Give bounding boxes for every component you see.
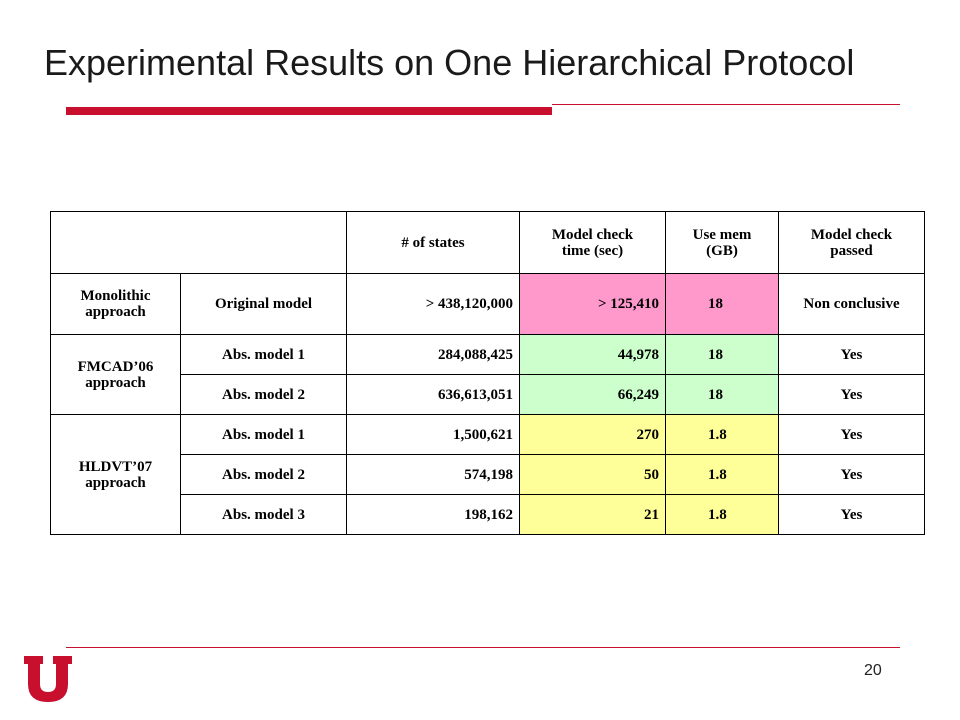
university-u-logo-icon	[24, 656, 72, 702]
header-row: # of states Model check time (sec) Use me…	[50, 211, 925, 274]
states-cell: 1,500,621	[346, 414, 520, 455]
time-cell: 270	[519, 414, 666, 455]
table-row: Monolithic approach Original model > 438…	[50, 273, 925, 335]
mem-cell: 1.8	[665, 454, 779, 495]
mem-cell: 1.8	[665, 414, 779, 455]
model-cell: Abs. model 2	[180, 374, 347, 415]
model-cell: Abs. model 1	[180, 334, 347, 375]
passed-cell: Yes	[778, 414, 925, 455]
mem-cell: 18	[665, 374, 779, 415]
passed-cell: Yes	[778, 334, 925, 375]
states-cell: > 438,120,000	[346, 273, 520, 335]
header-mem: Use mem (GB)	[665, 211, 779, 274]
model-cell: Abs. model 2	[180, 454, 347, 495]
header-empty-cell	[50, 211, 347, 274]
mem-cell: 1.8	[665, 494, 779, 535]
page-number: 20	[864, 662, 882, 679]
passed-cell: Yes	[778, 374, 925, 415]
time-cell: 50	[519, 454, 666, 495]
model-cell: Original model	[180, 273, 347, 335]
table-row: Abs. model 2 574,198 50 1.8 Yes	[51, 454, 925, 495]
results-table: # of states Model check time (sec) Use me…	[50, 211, 925, 535]
table-row: HLDVT’07 approach Abs. model 1 1,500,621…	[50, 414, 925, 535]
time-cell: 66,249	[519, 374, 666, 415]
group-label-monolithic: Monolithic approach	[50, 273, 181, 335]
states-cell: 574,198	[346, 454, 520, 495]
passed-cell: Yes	[778, 454, 925, 495]
header-passed: Model check passed	[778, 211, 925, 274]
passed-cell: Yes	[778, 494, 925, 535]
table-row: Abs. model 2 636,613,051 66,249 18 Yes	[51, 374, 925, 415]
group-label-fmcad06: FMCAD’06 approach	[50, 334, 181, 415]
time-cell: 44,978	[519, 334, 666, 375]
mem-cell: 18	[665, 334, 779, 375]
footer-divider	[66, 647, 900, 648]
mem-cell: 18	[665, 273, 779, 335]
model-cell: Abs. model 3	[180, 494, 347, 535]
slide-title: Experimental Results on One Hierarchical…	[44, 42, 855, 83]
header-states: # of states	[346, 211, 520, 274]
group-label-hldvt07: HLDVT’07 approach	[50, 414, 181, 535]
passed-cell: Non conclusive	[778, 273, 925, 335]
time-cell: > 125,410	[519, 273, 666, 335]
model-cell: Abs. model 1	[180, 414, 347, 455]
table-row: FMCAD’06 approach Abs. model 1 284,088,4…	[50, 334, 925, 415]
states-cell: 636,613,051	[346, 374, 520, 415]
header-time: Model check time (sec)	[519, 211, 666, 274]
states-cell: 284,088,425	[346, 334, 520, 375]
time-cell: 21	[519, 494, 666, 535]
title-underline-thick	[66, 107, 552, 115]
title-underline-thin	[552, 104, 900, 105]
states-cell: 198,162	[346, 494, 520, 535]
table-row: Abs. model 3 198,162 21 1.8 Yes	[51, 494, 925, 535]
